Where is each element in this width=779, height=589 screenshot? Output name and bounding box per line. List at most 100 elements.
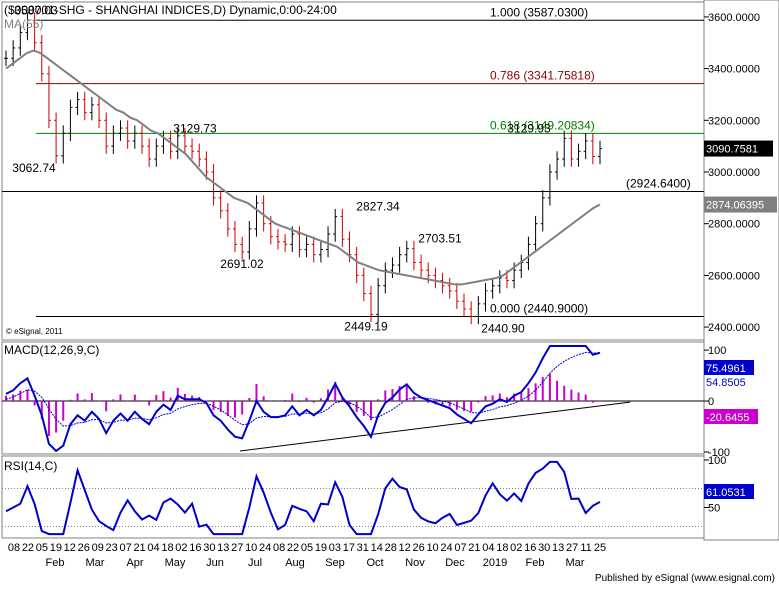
macd-hist-box bbox=[704, 409, 758, 424]
rsi-value: 61.0531 bbox=[706, 487, 746, 499]
price-y-tick-label: 3200.0000 bbox=[708, 115, 760, 127]
x-tick-label: 22 bbox=[22, 542, 34, 554]
x-month-label: Jun bbox=[206, 557, 224, 569]
x-tick-label: 30 bbox=[538, 542, 550, 554]
rsi-title: RSI(14,C) bbox=[4, 459, 57, 473]
rsi-line bbox=[5, 460, 601, 536]
price-annotation: 3587.03 bbox=[14, 3, 58, 17]
x-month-label: Feb bbox=[526, 557, 545, 569]
x-tick-label: 14 bbox=[371, 542, 383, 554]
chart-title: ($000001-SHG - SHANGHAI INDICES,D) Dynam… bbox=[4, 3, 337, 17]
x-tick-label: 13 bbox=[552, 542, 564, 554]
axis-layer: 3600.00003400.00003200.00003000.00002800… bbox=[8, 12, 777, 569]
x-month-label: May bbox=[165, 557, 186, 569]
x-tick-label: 04 bbox=[482, 542, 494, 554]
price-annotation: 2827.34 bbox=[356, 200, 400, 214]
price-layer: 1.000 (3587.0300) 0.786 (3341.75818) 0.618… bbox=[2, 3, 704, 336]
x-tick-label: 12 bbox=[399, 542, 411, 554]
x-tick-label: 27 bbox=[231, 542, 243, 554]
x-tick-label: 28 bbox=[385, 542, 397, 554]
macd-line bbox=[5, 345, 601, 453]
x-tick-label: 19 bbox=[315, 542, 327, 554]
price-y-tick-label: 3400.0000 bbox=[708, 64, 760, 76]
x-tick-label: 30 bbox=[203, 542, 215, 554]
x-tick-label: 08 bbox=[8, 542, 20, 554]
price-annotation: 2703.51 bbox=[418, 232, 462, 246]
last-price-value: 3090.7581 bbox=[706, 144, 758, 156]
macd-y-tick-label: 0 bbox=[708, 396, 714, 408]
x-tick-label: 02 bbox=[175, 542, 187, 554]
x-tick-label: 02 bbox=[510, 542, 522, 554]
esignal-credit: © eSignal, 2011 bbox=[6, 327, 63, 336]
x-tick-label: 04 bbox=[147, 542, 159, 554]
x-tick-label: 08 bbox=[273, 542, 285, 554]
y-axis-frame bbox=[703, 0, 779, 541]
price-y-tick-label: 2400.0000 bbox=[708, 322, 760, 334]
rsi-y-tick-label: 50 bbox=[708, 503, 720, 515]
x-tick-label: 16 bbox=[189, 542, 201, 554]
macd-trendline bbox=[239, 401, 631, 452]
x-tick-label: 07 bbox=[119, 542, 131, 554]
x-tick-label: 07 bbox=[454, 542, 466, 554]
price-annotation: 3129.73 bbox=[173, 121, 217, 135]
x-tick-label: 09 bbox=[92, 542, 104, 554]
x-tick-label: 26 bbox=[412, 542, 424, 554]
x-month-label: Apr bbox=[126, 557, 143, 569]
macd-y-tick-label: 100 bbox=[708, 345, 726, 357]
x-tick-label: 23 bbox=[106, 542, 118, 554]
ma55-line bbox=[5, 49, 601, 286]
macd-y-tick-label: -100 bbox=[708, 447, 730, 459]
rsi-y-tick-label: 100 bbox=[708, 455, 726, 467]
x-month-label: Dec bbox=[445, 557, 465, 569]
x-month-label: Jul bbox=[248, 557, 262, 569]
fib-level-label: 1.000 (3587.0300) bbox=[490, 5, 588, 19]
x-tick-label: 16 bbox=[524, 542, 536, 554]
x-month-label: Sep bbox=[325, 557, 345, 569]
price-y-tick-label: 3000.0000 bbox=[708, 167, 760, 179]
x-month-label: Oct bbox=[366, 557, 383, 569]
x-tick-label: 21 bbox=[133, 542, 145, 554]
last-price-box bbox=[704, 140, 773, 157]
footer-credit: Published by eSignal (www.esignal.com) bbox=[595, 573, 775, 584]
x-month-label: Mar bbox=[86, 557, 105, 569]
price-y-tick-label: 2800.0000 bbox=[708, 219, 760, 231]
fib-level-label: 0.618 (3149.20834) bbox=[490, 118, 595, 132]
price-annotation: 2691.02 bbox=[220, 257, 264, 271]
ma-value: 2874.06395 bbox=[706, 200, 764, 212]
price-annotation: 2449.19 bbox=[344, 319, 388, 333]
x-tick-label: 17 bbox=[343, 542, 355, 554]
fib-level-label: 0.000 (2440.9000) bbox=[490, 302, 588, 316]
x-tick-label: 19 bbox=[50, 542, 62, 554]
x-tick-label: 10 bbox=[245, 542, 257, 554]
price-annotation: 3062.74 bbox=[12, 161, 56, 175]
macd-signal-line bbox=[5, 351, 601, 427]
x-tick-label: 21 bbox=[468, 542, 480, 554]
x-tick-label: 03 bbox=[329, 542, 341, 554]
macd-value-box bbox=[704, 360, 754, 375]
x-month-label: 2019 bbox=[483, 557, 507, 569]
x-tick-label: 13 bbox=[217, 542, 229, 554]
x-month-label: Feb bbox=[46, 557, 65, 569]
macd-layer bbox=[2, 345, 704, 453]
ma-value-box bbox=[704, 196, 777, 213]
fib-level-label: 0.786 (3341.75818) bbox=[490, 69, 595, 83]
x-tick-label: 18 bbox=[161, 542, 173, 554]
x-tick-label: 27 bbox=[566, 542, 578, 554]
rsi-layer bbox=[2, 460, 704, 536]
x-tick-label: 12 bbox=[64, 542, 76, 554]
macd-hist-value: -20.6455 bbox=[706, 412, 749, 424]
price-y-tick-label: 3600.0000 bbox=[708, 12, 760, 24]
x-tick-label: 26 bbox=[78, 542, 90, 554]
x-tick-label: 22 bbox=[287, 542, 299, 554]
x-month-label: Nov bbox=[405, 557, 425, 569]
macd-title: MACD(12,26,9,C) bbox=[4, 343, 99, 357]
support-line-label: (2924.6400) bbox=[626, 176, 691, 190]
price-annotation: 3129.93 bbox=[507, 121, 551, 135]
x-tick-label: 05 bbox=[301, 542, 313, 554]
x-tick-label: 24 bbox=[259, 542, 271, 554]
x-tick-label: 24 bbox=[440, 542, 452, 554]
x-month-label: Aug bbox=[285, 557, 305, 569]
